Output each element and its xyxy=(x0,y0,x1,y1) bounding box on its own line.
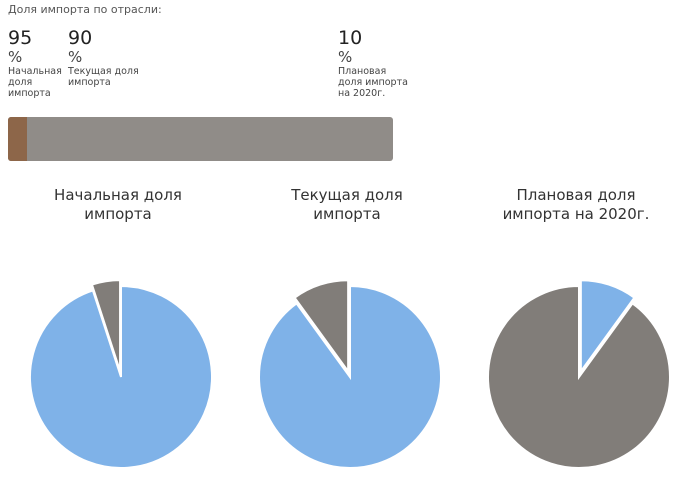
stat-label: Плановая доля импорта на 2020г. xyxy=(338,66,408,99)
stat-unit: % xyxy=(8,48,23,66)
stat-target-share: 10 % Плановая доля импорта на 2020г. xyxy=(338,27,408,99)
stat-value: 95 xyxy=(8,27,33,49)
stat-value: 90 xyxy=(68,27,93,49)
pie-title-start: Начальная доля импорта xyxy=(54,186,182,223)
pie-slice-other xyxy=(90,279,122,372)
stat-current-share: 90 % Текущая доля импорта xyxy=(68,27,158,88)
pie-chart-start xyxy=(29,279,213,469)
progress-bar-fill xyxy=(8,117,28,161)
section-title: Доля импорта по отрасли: xyxy=(8,3,162,16)
progress-bar xyxy=(8,117,393,161)
pie-slice-other xyxy=(293,279,350,375)
pie-slice-other xyxy=(487,284,671,469)
pie-chart-target xyxy=(487,279,671,469)
stat-unit: % xyxy=(338,48,353,66)
pie-slice-import xyxy=(29,284,213,469)
pie-title-current: Текущая доля импорта xyxy=(291,186,403,223)
pie-chart-current xyxy=(258,279,442,469)
stat-start-share: 95 % Начальная доля импорта xyxy=(8,27,68,99)
stat-unit: % xyxy=(68,48,83,66)
pie-slice-import xyxy=(579,279,636,375)
stat-label: Текущая доля импорта xyxy=(68,66,139,88)
pie-title-target: Плановая доля импорта на 2020г. xyxy=(502,186,650,223)
stat-label: Начальная доля импорта xyxy=(8,66,62,99)
pie-slice-import xyxy=(258,284,442,469)
stat-value: 10 xyxy=(338,27,363,49)
